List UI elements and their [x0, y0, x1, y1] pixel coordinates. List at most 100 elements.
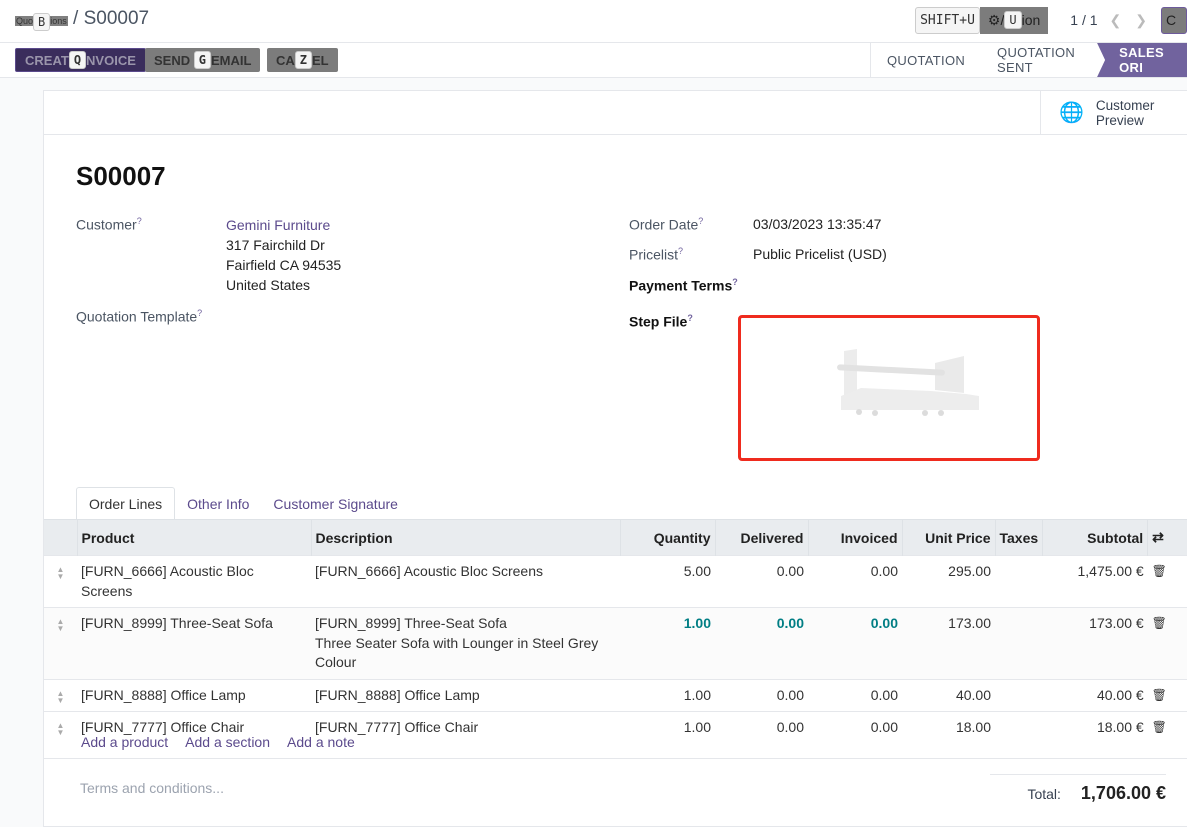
taxes-cell[interactable]	[995, 678, 1043, 712]
terms-input[interactable]: Terms and conditions...	[80, 780, 224, 796]
quantity-cell[interactable]: 1.00	[620, 711, 715, 744]
delivered-cell[interactable]: 0.00	[715, 555, 808, 608]
quantity-cell[interactable]: 1.00	[620, 607, 715, 679]
invoiced-cell: 0.00	[808, 711, 902, 744]
status-sales-order[interactable]: SALES ORI	[1097, 43, 1187, 77]
add-product-link[interactable]: Add a product	[81, 734, 169, 750]
unit-price-cell[interactable]: 295.00	[902, 555, 995, 608]
unit-price-cell[interactable]: 40.00	[902, 678, 995, 712]
order-lines-table: Product Description Quantity Delivered I…	[44, 519, 1187, 744]
taxes-cell[interactable]	[995, 711, 1043, 744]
status-quotation-sent[interactable]: QUOTATION SENT	[997, 45, 1076, 75]
taxes-cell[interactable]	[995, 607, 1043, 679]
drag-handle-icon[interactable]: ▲ ▼	[44, 678, 77, 712]
subtotal-cell: 173.00 €	[1042, 607, 1148, 679]
shortcut-hint: U	[1004, 11, 1022, 29]
cancel-button[interactable]: CA Z EL	[267, 48, 338, 72]
col-description[interactable]: Description	[311, 519, 621, 556]
trash-icon[interactable]: 🗑	[1147, 711, 1187, 744]
total-value: 1,706.00 €	[1080, 783, 1166, 803]
unit-price-cell[interactable]: 173.00	[902, 607, 995, 679]
trash-icon[interactable]: 🗑	[1147, 607, 1187, 679]
trash-icon[interactable]: 🗑	[1147, 678, 1187, 712]
chevron-right-icon[interactable]: ❯	[1135, 11, 1147, 28]
shortcut-hint: Q	[68, 51, 87, 69]
step-file-preview[interactable]	[738, 315, 1040, 461]
col-product[interactable]: Product	[77, 519, 312, 556]
product-cell[interactable]: [FURN_7777] Office Chair	[77, 711, 311, 744]
drag-handle-icon[interactable]: ▲ ▼	[44, 711, 77, 744]
unit-price-cell[interactable]: 18.00	[902, 711, 995, 744]
control-panel: CREAT Q NVOICE SEND G EMAIL CA Z EL QUOTATION…	[0, 43, 1187, 78]
order-date-field[interactable]: 03/03/2023 13:35:47	[753, 216, 882, 232]
payment-terms-label: Payment Terms?	[629, 277, 738, 294]
status-quotation[interactable]: QUOTATION	[887, 52, 966, 68]
chevron-left-icon[interactable]: ❮	[1109, 11, 1122, 28]
tab-customer-signature[interactable]: Customer Signature	[273, 495, 398, 512]
drag-handle-icon[interactable]: ▲ ▼	[44, 555, 77, 608]
product-cell[interactable]: [FURN_8888] Office Lamp	[77, 678, 311, 712]
drag-handle-icon[interactable]: ▲ ▼	[44, 607, 77, 679]
globe-icon: 🌐	[1059, 101, 1084, 124]
tab-order-lines[interactable]: Order Lines	[76, 487, 176, 520]
description-cell[interactable]: [FURN_8999] Three-Seat Sofa Three Seater …	[311, 607, 620, 679]
description-cell[interactable]: [FURN_6666] Acoustic Bloc Screens	[311, 555, 620, 608]
total-summary: Total: 1,706.00 €	[990, 774, 1166, 804]
pager-value[interactable]: 1 / 1	[1070, 12, 1098, 28]
col-subtotal[interactable]: Subtotal	[1042, 519, 1149, 556]
create-button[interactable]: C	[1161, 6, 1187, 34]
shortcut-hint: SHIFT+U	[915, 6, 980, 34]
add-section-link[interactable]: Add a section	[185, 734, 271, 750]
create-invoice-button[interactable]: CREAT Q NVOICE	[15, 48, 146, 72]
description-cell[interactable]: [FURN_8888] Office Lamp	[311, 678, 620, 712]
taxes-cell[interactable]	[995, 555, 1043, 608]
col-delivered[interactable]: Delivered	[715, 519, 809, 556]
step-file-label: Step File?	[629, 313, 693, 330]
shortcut-hint: B	[33, 12, 51, 31]
invoiced-cell: 0.00	[808, 555, 902, 608]
description-cell[interactable]: [FURN_7777] Office Chair	[311, 711, 620, 744]
subtotal-cell: 18.00 €	[1042, 711, 1148, 744]
tab-other-info[interactable]: Other Info	[187, 495, 250, 512]
table-row[interactable]: ▲ ▼ [FURN_6666] Acoustic Bloc Screens [FU…	[44, 555, 1187, 608]
delivered-cell[interactable]: 0.00	[715, 711, 808, 744]
shortcut-hint: Z	[294, 51, 313, 69]
breadcrumb-current: S00007	[83, 8, 150, 29]
product-cell[interactable]: [FURN_8999] Three-Seat Sofa	[77, 607, 311, 679]
pricelist-field[interactable]: Public Pricelist (USD)	[753, 246, 887, 262]
invoiced-cell: 0.00	[808, 607, 902, 679]
table-row[interactable]: ▲ ▼ [FURN_7777] Office Chair [FURN_7777] …	[44, 711, 1187, 744]
delivered-cell[interactable]: 0.00	[715, 607, 808, 679]
gear-icon: ⚙	[987, 11, 1001, 28]
product-cell[interactable]: [FURN_6666] Acoustic Bloc Screens	[77, 555, 311, 608]
quantity-cell[interactable]: 1.00	[620, 678, 715, 712]
send-email-button[interactable]: SEND G EMAIL	[145, 48, 261, 72]
delivered-cell[interactable]: 0.00	[715, 678, 808, 712]
col-unit-price[interactable]: Unit Price	[902, 519, 996, 556]
form-sheet: 🌐 Customer Preview S00007 Customer? Gemin…	[43, 90, 1187, 827]
add-line-links: Add a product Add a section Add a note	[81, 734, 355, 750]
pricelist-label: Pricelist?	[629, 246, 684, 263]
add-note-link[interactable]: Add a note	[287, 734, 355, 750]
quantity-cell[interactable]: 5.00	[620, 555, 715, 608]
col-taxes[interactable]: Taxes	[995, 519, 1044, 556]
table-row[interactable]: ▲ ▼ [FURN_8999] Three-Seat Sofa [FURN_899…	[44, 607, 1187, 679]
customer-preview-button[interactable]: 🌐 Customer Preview	[1040, 91, 1187, 135]
shortcut-hint: G	[193, 51, 211, 69]
table-row[interactable]: ▲ ▼ [FURN_8888] Office Lamp [FURN_8888] O…	[44, 678, 1187, 712]
col-quantity[interactable]: Quantity	[620, 519, 716, 556]
page-title: S00007	[76, 161, 166, 191]
quotation-template-label: Quotation Template?	[76, 308, 203, 325]
column-settings-icon[interactable]: ⇄	[1147, 519, 1187, 556]
customer-field: Gemini Furniture 317 Fairchild Dr Fairfi…	[226, 217, 342, 293]
customer-link[interactable]: Gemini Furniture	[226, 217, 331, 233]
subtotal-cell: 40.00 €	[1042, 678, 1148, 712]
trash-icon[interactable]: 🗑	[1147, 555, 1187, 608]
3d-model-image	[837, 349, 979, 416]
customer-label: Customer?	[76, 216, 142, 233]
col-invoiced[interactable]: Invoiced	[808, 519, 903, 556]
